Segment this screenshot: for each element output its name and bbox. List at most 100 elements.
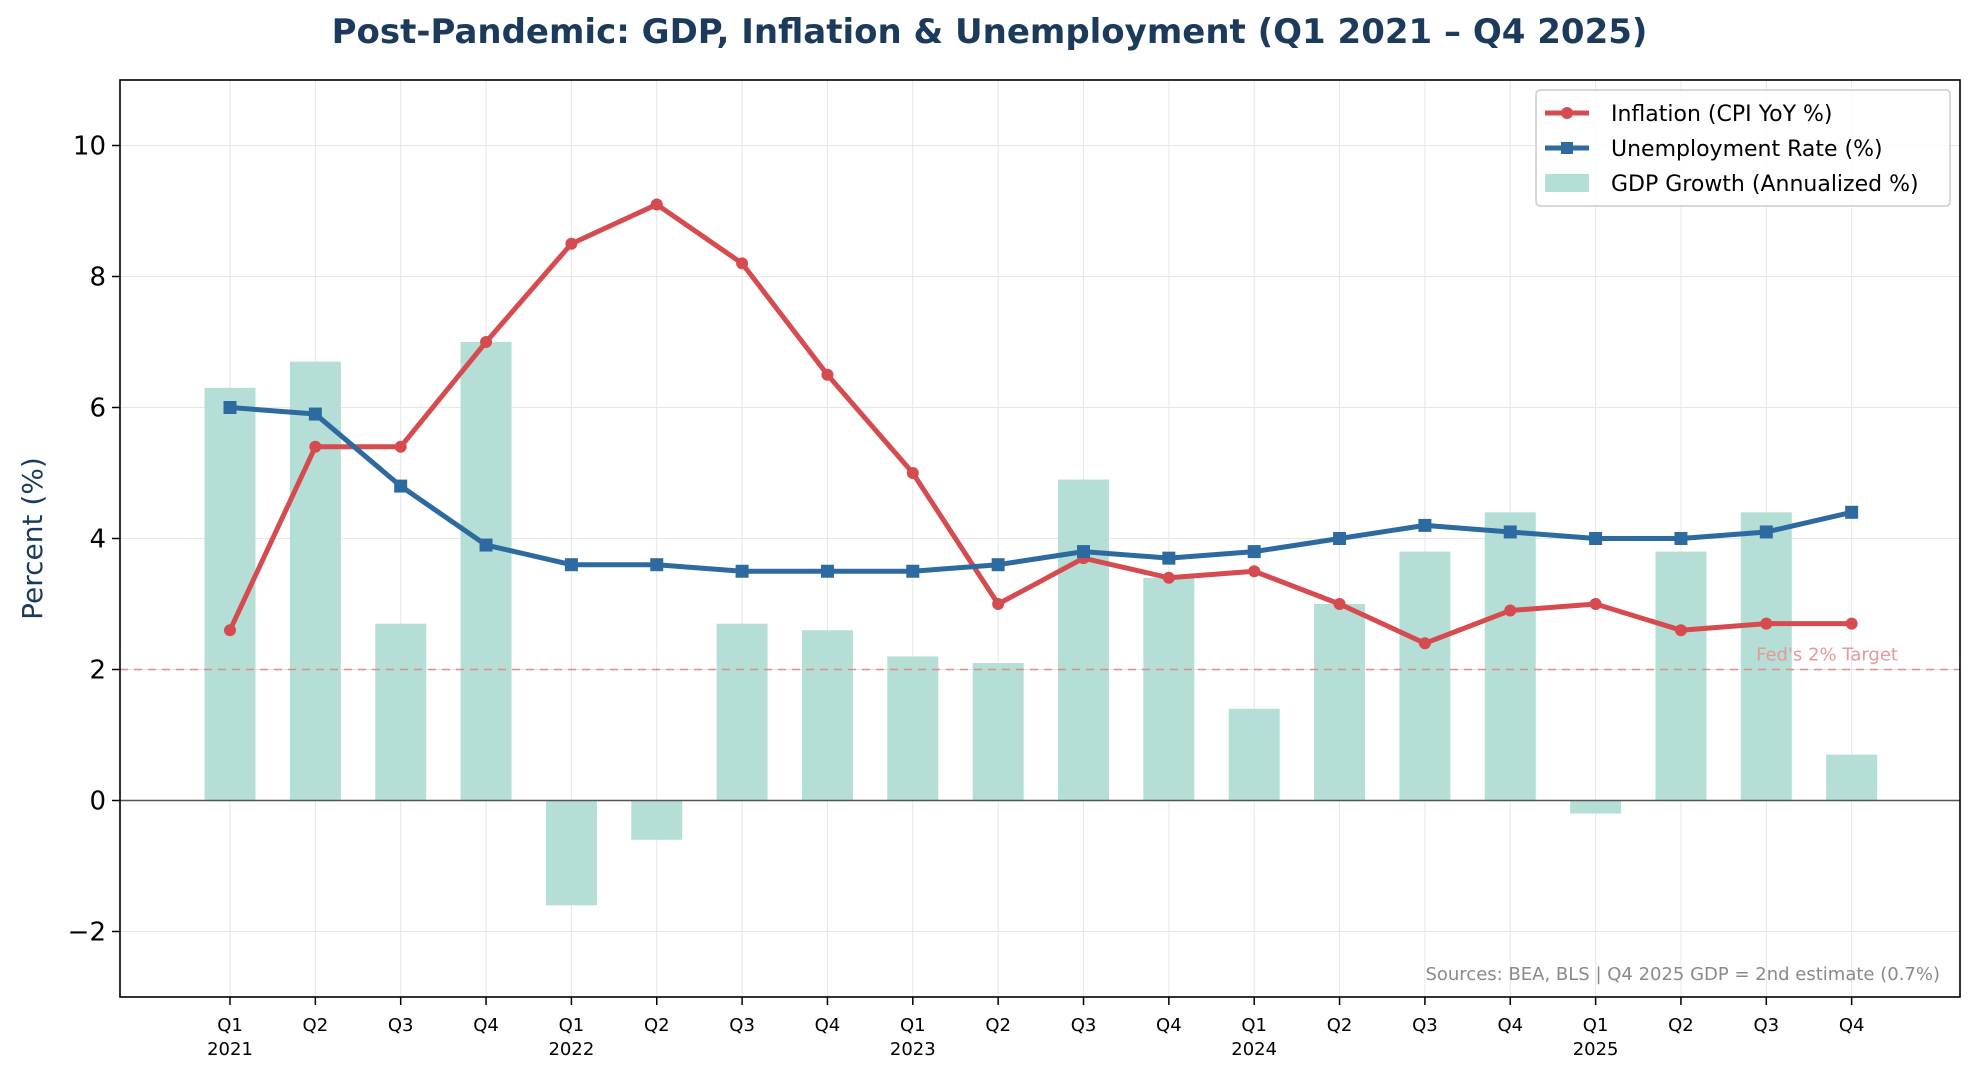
x-tick-quarter-11: Q4 xyxy=(1156,1015,1182,1036)
gdp-bar-q3-2021 xyxy=(375,623,427,801)
unemployment-point-q2-2022 xyxy=(650,558,664,572)
x-tick-year-8: 2023 xyxy=(890,1039,936,1060)
unemployment-point-q2-2023 xyxy=(991,558,1005,572)
unemployment-point-q3-2023 xyxy=(1077,545,1090,559)
unemployment-point-q2-2025 xyxy=(1674,532,1688,545)
x-tick-quarter-10: Q3 xyxy=(1071,1015,1097,1036)
legend-marker-unemployment xyxy=(1561,142,1573,154)
legend-swatch-gdp xyxy=(1545,174,1589,192)
x-tick-quarter-0: Q1 xyxy=(217,1015,243,1036)
inflation-point-q3-2021 xyxy=(394,440,407,453)
unemployment-point-q3-2024 xyxy=(1418,518,1432,532)
x-tick-quarter-12: Q1 xyxy=(1241,1015,1267,1036)
y-tick-label-3: 4 xyxy=(89,525,106,555)
gdp-bar-q3-2024 xyxy=(1399,551,1451,801)
inflation-point-q4-2022 xyxy=(821,368,834,381)
legend: Inflation (CPI YoY %) Unemployment Rate … xyxy=(1535,89,1951,207)
inflation-line xyxy=(227,201,1852,646)
inflation-point-q1-2024 xyxy=(1248,565,1261,578)
unemployment-point-q4-2022 xyxy=(820,564,834,578)
y-tick-label-4: 6 xyxy=(89,394,106,424)
y-tick-label-0: −2 xyxy=(68,918,106,948)
unemployment-point-q4-2024 xyxy=(1503,525,1517,539)
y-tick-layer: −2 0 2 4 6 8 10 xyxy=(68,132,120,948)
inflation-point-q3-2025 xyxy=(1760,617,1773,630)
gdp-bar-q1-2025 xyxy=(1570,800,1622,814)
chart-title: Post-Pandemic: GDP, Inflation & Unemploy… xyxy=(331,12,1648,52)
gdp-bar-q4-2023 xyxy=(1143,577,1195,801)
unemployment-point-q1-2021 xyxy=(223,401,237,414)
x-tick-year-16: 2025 xyxy=(1573,1039,1619,1060)
gdp-bar-q1-2022 xyxy=(545,800,597,906)
x-tick-layer: Q1 2021 Q2 Q3 Q4 Q1 2022 Q2 Q3 Q4 Q1 2023 Q2 Q3 Q4 Q1 20… xyxy=(207,997,1864,1060)
unemployment-point-q3-2021 xyxy=(394,479,408,493)
gdp-bar-q1-2024 xyxy=(1228,708,1280,801)
x-tick-year-12: 2024 xyxy=(1231,1039,1277,1060)
x-tick-quarter-16: Q1 xyxy=(1583,1015,1609,1036)
y-tick-label-6: 10 xyxy=(73,132,106,162)
gdp-bar-q2-2023 xyxy=(972,662,1024,801)
unemployment-point-q4-2021 xyxy=(479,538,493,552)
x-tick-quarter-18: Q3 xyxy=(1753,1015,1779,1036)
legend-label-unemployment: Unemployment Rate (%) xyxy=(1611,137,1883,162)
x-tick-year-0: 2021 xyxy=(207,1039,253,1060)
unemployment-point-q2-2021 xyxy=(308,407,322,421)
unemployment-point-q4-2025 xyxy=(1845,505,1859,519)
x-tick-quarter-8: Q1 xyxy=(900,1015,926,1036)
inflation-point-q3-2024 xyxy=(1418,637,1431,650)
gdp-bar-q3-2022 xyxy=(716,623,768,801)
x-tick-year-4: 2022 xyxy=(548,1039,594,1060)
gdp-bar-q2-2022 xyxy=(631,800,683,840)
inflation-point-q2-2021 xyxy=(309,440,322,453)
x-tick-quarter-1: Q2 xyxy=(303,1015,329,1036)
x-tick-quarter-5: Q2 xyxy=(644,1015,670,1036)
gdp-bars-layer xyxy=(204,342,1878,906)
gdp-bar-q3-2025 xyxy=(1740,512,1792,801)
inflation-point-q4-2024 xyxy=(1504,604,1517,617)
unemployment-point-q1-2023 xyxy=(906,564,920,578)
inflation-point-q1-2023 xyxy=(906,467,919,479)
inflation-point-q2-2025 xyxy=(1674,624,1687,637)
x-tick-quarter-19: Q4 xyxy=(1839,1015,1865,1036)
gdp-bar-q4-2021 xyxy=(460,342,512,801)
legend-label-gdp: GDP Growth (Annualized %) xyxy=(1611,172,1919,197)
y-tick-label-1: 0 xyxy=(89,787,106,817)
inflation-point-q1-2025 xyxy=(1589,598,1602,610)
inflation-point-q4-2025 xyxy=(1845,617,1858,630)
inflation-point-q2-2023 xyxy=(992,598,1005,610)
gdp-bar-q2-2024 xyxy=(1314,604,1366,801)
y-axis-label: Percent (%) xyxy=(16,457,49,620)
gdp-bar-q1-2023 xyxy=(887,656,939,801)
unemployment-point-q3-2025 xyxy=(1759,525,1773,539)
inflation-point-q3-2022 xyxy=(736,257,749,270)
gdp-bar-q4-2022 xyxy=(801,630,853,801)
x-tick-quarter-7: Q4 xyxy=(815,1015,841,1036)
gdp-bar-q2-2025 xyxy=(1655,551,1707,801)
inflation-point-q4-2021 xyxy=(480,336,493,348)
gdp-bar-q4-2024 xyxy=(1484,512,1536,801)
y-tick-label-2: 2 xyxy=(89,656,106,686)
inflation-point-q1-2021 xyxy=(224,624,236,637)
x-tick-quarter-17: Q2 xyxy=(1668,1015,1694,1036)
unemployment-line xyxy=(229,405,1853,574)
unemployment-point-q2-2024 xyxy=(1333,532,1347,545)
unemployment-point-q4-2023 xyxy=(1162,551,1176,565)
x-tick-quarter-4: Q1 xyxy=(559,1015,585,1036)
gdp-bar-q2-2021 xyxy=(289,361,341,801)
unemployment-point-q1-2025 xyxy=(1589,532,1603,545)
x-tick-quarter-9: Q2 xyxy=(985,1015,1011,1036)
x-tick-quarter-2: Q3 xyxy=(388,1015,414,1036)
legend-box xyxy=(1535,89,1951,207)
series-lines-layer xyxy=(223,198,1859,650)
inflation-point-q4-2023 xyxy=(1162,571,1175,584)
legend-marker-inflation xyxy=(1561,107,1573,119)
inflation-point-q2-2024 xyxy=(1333,598,1346,610)
unemployment-point-q1-2022 xyxy=(564,558,578,572)
x-tick-quarter-14: Q3 xyxy=(1412,1015,1438,1036)
legend-label-inflation: Inflation (CPI YoY %) xyxy=(1611,102,1833,127)
x-tick-quarter-6: Q3 xyxy=(729,1015,755,1036)
fed-target-label: Fed's 2% Target xyxy=(1756,645,1898,666)
inflation-point-q2-2022 xyxy=(650,198,663,211)
unemployment-point-q3-2022 xyxy=(735,564,749,578)
